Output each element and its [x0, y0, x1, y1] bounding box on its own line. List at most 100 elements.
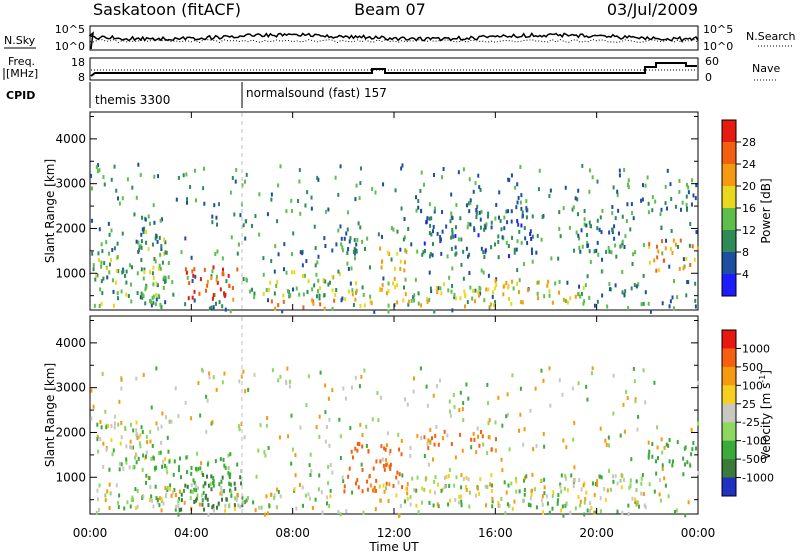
colorbar-segment — [722, 186, 736, 209]
echo-cell — [439, 378, 442, 383]
echo-cell — [223, 292, 226, 297]
echo-cell — [106, 266, 109, 271]
echo-cell — [403, 217, 406, 222]
echo-cell — [117, 269, 120, 274]
echo-cell — [497, 239, 500, 244]
echo-cell — [273, 269, 276, 274]
echo-cell — [656, 425, 659, 430]
echo-cell — [92, 404, 95, 409]
echo-cell — [529, 496, 532, 501]
echo-cell — [439, 235, 442, 240]
echo-cell — [277, 378, 280, 383]
echo-cell — [294, 473, 297, 478]
echo-cell — [486, 485, 489, 490]
echo-cell — [627, 306, 630, 311]
echo-cell — [659, 498, 662, 503]
echo-cell — [599, 474, 602, 479]
echo-cell — [310, 195, 313, 200]
nsky-line — [88, 31, 699, 50]
echo-cell — [591, 366, 594, 371]
echo-cell — [193, 289, 196, 294]
echo-cell — [236, 492, 239, 497]
echo-cell — [595, 248, 598, 253]
echo-cell — [328, 443, 331, 448]
echo-cell — [678, 266, 681, 271]
echo-cell — [114, 280, 117, 285]
echo-cell — [396, 300, 399, 305]
echo-cell — [235, 497, 238, 502]
nave-tick-top: 60 — [705, 55, 719, 68]
echo-cell — [141, 467, 144, 472]
echo-cell — [229, 309, 232, 314]
echo-cell — [111, 247, 114, 252]
echo-cell — [615, 254, 618, 259]
echo-cell — [671, 250, 674, 255]
echo-cell — [487, 401, 490, 406]
echo-cell — [268, 287, 271, 292]
echo-cell — [448, 467, 451, 472]
echo-cell — [195, 496, 198, 501]
echo-cell — [449, 413, 452, 418]
echo-cell — [381, 259, 384, 264]
echo-cell — [490, 245, 493, 250]
colorbar-tick-label: 12 — [742, 224, 756, 237]
echo-cell — [366, 236, 369, 241]
echo-cell — [151, 443, 154, 448]
echo-cell — [200, 470, 203, 475]
echo-cell — [318, 414, 321, 419]
echo-cell — [657, 456, 660, 461]
echo-cell — [498, 503, 501, 508]
echo-cell — [251, 287, 254, 292]
echo-cell — [146, 440, 149, 445]
echo-cell — [631, 496, 634, 501]
echo-cell — [468, 270, 471, 275]
echo-cell — [572, 483, 575, 488]
echo-cell — [429, 427, 432, 432]
echo-cell — [417, 205, 420, 210]
power-colorbar-label: Power [dB] — [759, 178, 773, 243]
echo-cell — [351, 288, 354, 293]
echo-cell — [451, 266, 454, 271]
echo-cell — [135, 239, 138, 244]
echo-cell — [122, 269, 125, 274]
colorbar-segment — [722, 120, 736, 143]
echo-cell — [506, 412, 509, 417]
echo-cell — [283, 242, 286, 247]
echo-cell — [689, 463, 692, 468]
echo-cell — [312, 301, 315, 306]
echo-cell — [682, 257, 685, 262]
echo-cell — [437, 442, 440, 447]
echo-cell — [636, 500, 639, 505]
echo-cell — [664, 201, 667, 206]
echo-cell — [152, 275, 155, 280]
echo-cell — [611, 228, 614, 233]
echo-cell — [337, 509, 340, 514]
echo-cell — [685, 256, 688, 261]
echo-cell — [281, 309, 284, 314]
echo-cell — [661, 466, 664, 471]
echo-cell — [243, 500, 246, 505]
echo-cell — [596, 483, 599, 488]
echo-cell — [535, 443, 538, 448]
echo-cell — [423, 454, 426, 459]
echo-cell — [372, 488, 375, 493]
nsky-tick-top: 10^5 — [55, 23, 85, 36]
echo-cell — [682, 472, 685, 477]
echo-cell — [193, 500, 196, 505]
echo-cell — [682, 456, 685, 461]
echo-cell — [460, 237, 463, 242]
echo-cell — [228, 283, 231, 288]
echo-cell — [144, 217, 147, 222]
echo-cell — [477, 434, 480, 439]
x-tick-label: 12:00 — [377, 526, 412, 540]
echo-cell — [165, 250, 168, 255]
echo-cell — [686, 207, 689, 212]
echo-cell — [126, 500, 129, 505]
echo-cell — [314, 263, 317, 268]
echo-cell — [459, 390, 462, 395]
nave-label: Nave — [752, 62, 780, 75]
echo-cell — [434, 206, 437, 211]
echo-cell — [520, 193, 523, 198]
echo-cell — [692, 193, 695, 198]
echo-cell — [535, 250, 538, 255]
